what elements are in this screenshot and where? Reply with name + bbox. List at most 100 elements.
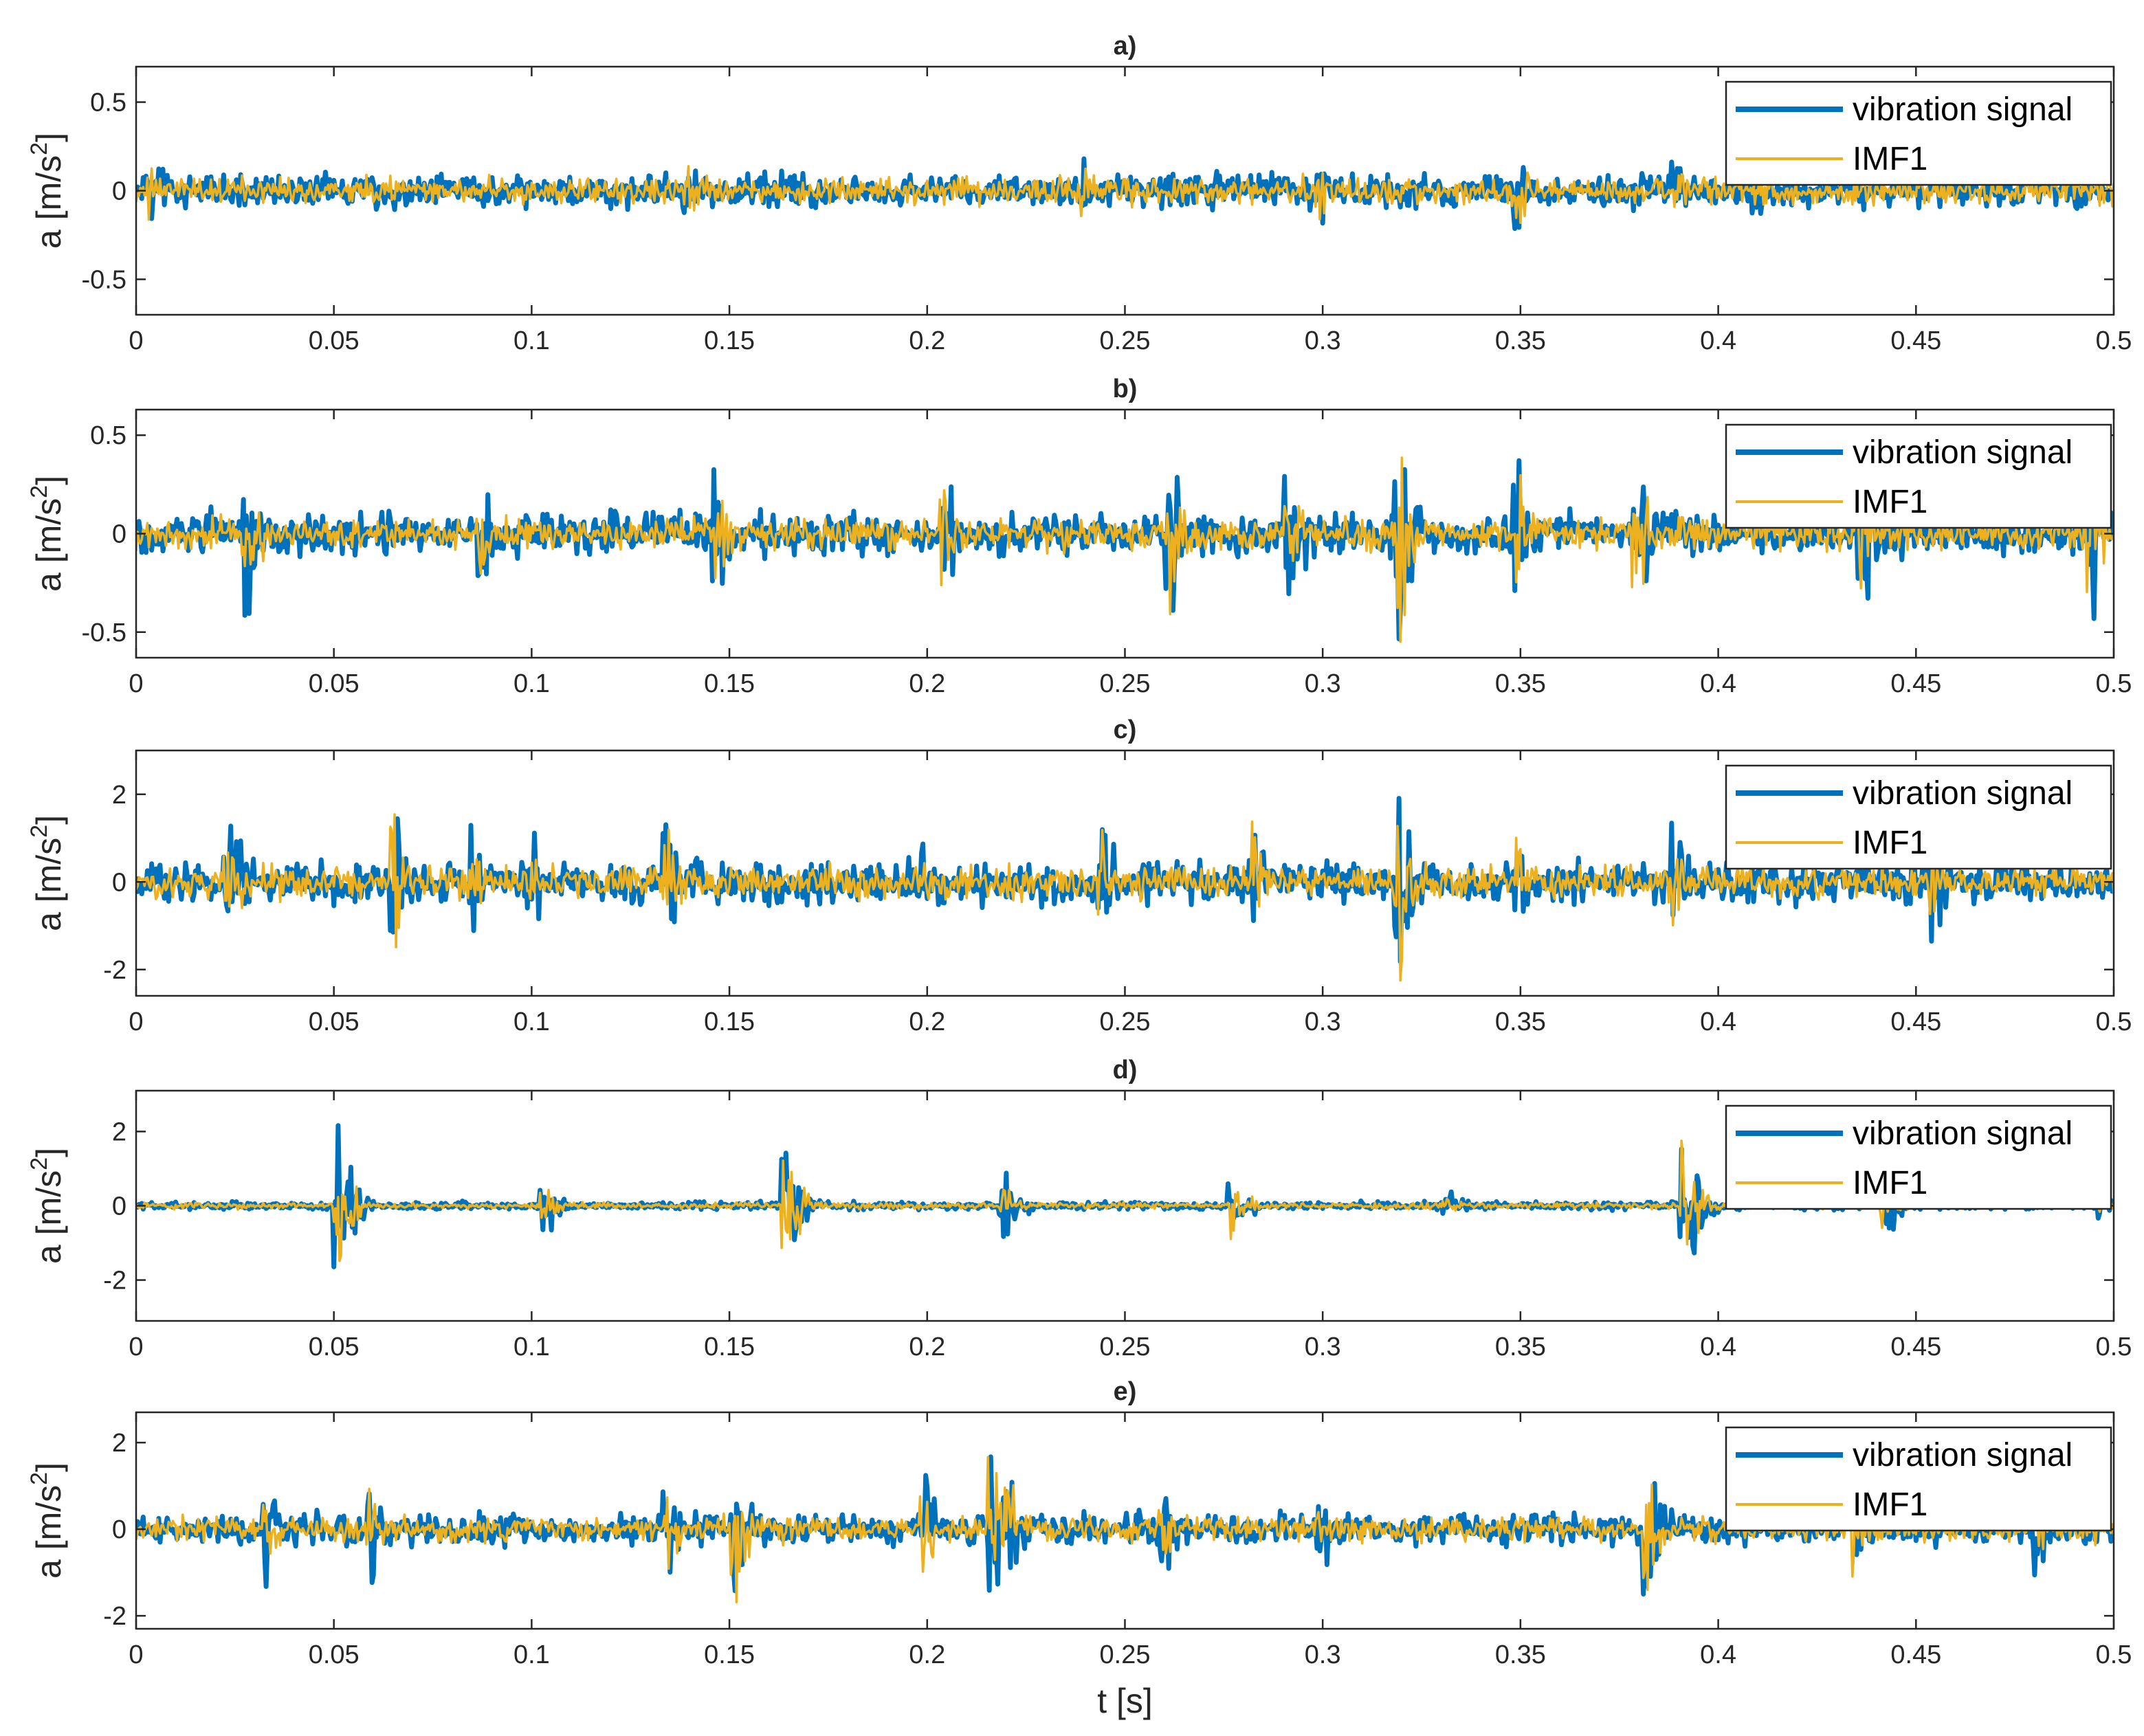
x-tick-label: 0.3 — [1305, 1640, 1341, 1669]
y-axis-label: a [m/s2] — [26, 133, 68, 249]
y-axis-label-tail: ] — [30, 815, 68, 825]
panel-a: a) 0 0.05 0.1 0.15 0.2 0.25 0.3 0.35 0.4 0.45 0.5 -0… — [26, 32, 2132, 355]
legend: vibration signal IMF1 — [1725, 1104, 2112, 1210]
y-axis-label-sup: 2 — [26, 142, 52, 155]
x-tick-label: 0.3 — [1305, 1333, 1341, 1361]
y-axis-label: a [m/s2] — [26, 476, 68, 592]
x-tick-label: 0.1 — [513, 669, 550, 698]
legend-box — [1725, 1104, 2112, 1210]
x-tick-label: 0.2 — [909, 1333, 945, 1361]
x-tick-label: 0.15 — [704, 1333, 755, 1361]
x-tick-label: 0.5 — [2096, 1640, 2132, 1669]
legend: vibration signal IMF1 — [1725, 423, 2112, 529]
y-tick-label: 2 — [112, 1429, 126, 1458]
x-tick-label: 0.3 — [1305, 326, 1341, 355]
x-tick-label: 0.2 — [909, 326, 945, 355]
legend-box — [1725, 1426, 2112, 1532]
x-tick-label: 0.4 — [1700, 669, 1736, 698]
x-tick-label: 0.05 — [309, 1008, 360, 1036]
y-axis-label-base: a [m/s — [30, 1485, 68, 1579]
y-tick-label: -2 — [103, 1602, 126, 1631]
x-tick-label: 0.25 — [1100, 1640, 1151, 1669]
legend-label: IMF1 — [1853, 1165, 1927, 1201]
x-tick-label: 0.35 — [1495, 669, 1546, 698]
x-tick-label: 0.1 — [513, 1008, 550, 1036]
x-tick-label: 0.5 — [2096, 1008, 2132, 1036]
y-axis-label-sup: 2 — [26, 1157, 52, 1170]
legend-label: IMF1 — [1853, 141, 1927, 177]
series-line-vibration-signal — [136, 438, 2114, 642]
panel-d: d) 0 0.05 0.1 0.15 0.2 0.25 0.3 0.35 0.4 0.45 0.5 -2… — [26, 1056, 2132, 1361]
legend-label: IMF1 — [1853, 825, 1927, 861]
y-axis-label-sup: 2 — [26, 1472, 52, 1485]
x-tick-label: 0 — [129, 669, 143, 698]
legend: vibration signal IMF1 — [1725, 80, 2112, 186]
y-axis-label-sup: 2 — [26, 485, 52, 498]
y-tick-label: 2 — [112, 781, 126, 810]
y-tick-label: -2 — [103, 956, 126, 985]
x-tick-label: 0.4 — [1700, 326, 1736, 355]
x-tick-label: 0.15 — [704, 1008, 755, 1036]
x-tick-label: 0.35 — [1495, 326, 1546, 355]
x-tick-label: 0.25 — [1100, 669, 1151, 698]
panel-title: d) — [1113, 1056, 1138, 1084]
x-tick-label: 0.15 — [704, 1640, 755, 1669]
x-tick-label: 0.05 — [309, 669, 360, 698]
x-tick-label: 0.3 — [1305, 669, 1341, 698]
x-tick-label: 0.25 — [1100, 326, 1151, 355]
x-tick-label: 0 — [129, 1333, 143, 1361]
y-axis-label-tail: ] — [30, 1148, 68, 1157]
x-tick-label: 0.5 — [2096, 669, 2132, 698]
panel-title: c) — [1114, 715, 1137, 744]
legend-box — [1725, 423, 2112, 529]
legend-box — [1725, 764, 2112, 870]
y-tick-label: -0.5 — [82, 265, 126, 294]
y-axis-label: a [m/s2] — [26, 1462, 68, 1579]
x-tick-label: 0.25 — [1100, 1333, 1151, 1361]
legend-label: vibration signal — [1853, 1115, 2073, 1152]
x-tick-label: 0.4 — [1700, 1640, 1736, 1669]
y-tick-label: 2 — [112, 1117, 126, 1146]
x-axis-label: t [s] — [1097, 1682, 1153, 1720]
x-tick-label: 0.2 — [909, 1640, 945, 1669]
x-tick-label: 0 — [129, 326, 143, 355]
legend-label: vibration signal — [1853, 775, 2073, 812]
x-tick-label: 0.05 — [309, 1640, 360, 1669]
y-axis-label-base: a [m/s — [30, 838, 68, 931]
x-tick-label: 0.45 — [1890, 1333, 1941, 1361]
legend-label: vibration signal — [1853, 91, 2073, 128]
x-tick-label: 0 — [129, 1008, 143, 1036]
x-tick-label: 0.35 — [1495, 1008, 1546, 1036]
x-tick-label: 0.45 — [1890, 1640, 1941, 1669]
y-tick-label: 0 — [112, 868, 126, 897]
y-axis-label-tail: ] — [30, 1462, 68, 1472]
x-tick-label: 0 — [129, 1640, 143, 1669]
legend-label: vibration signal — [1853, 1437, 2073, 1473]
y-axis-label-tail: ] — [30, 476, 68, 485]
x-tick-label: 0.25 — [1100, 1008, 1151, 1036]
panel-title: a) — [1114, 32, 1137, 60]
y-tick-label: -2 — [103, 1267, 126, 1295]
y-tick-label: 0 — [112, 520, 126, 549]
series-line-imf1 — [136, 165, 2114, 224]
panel-c: c) 0 0.05 0.1 0.15 0.2 0.25 0.3 0.35 0.4 0.45 0.5 -2… — [26, 715, 2132, 1036]
y-axis-label-base: a [m/s — [30, 155, 68, 249]
x-tick-label: 0.1 — [513, 1333, 550, 1361]
x-tick-label: 0.45 — [1890, 1008, 1941, 1036]
y-tick-label: 0 — [112, 1192, 126, 1221]
legend: vibration signal IMF1 — [1725, 764, 2112, 870]
y-tick-label: 0 — [112, 1515, 126, 1544]
x-tick-label: 0.45 — [1890, 669, 1941, 698]
x-tick-label: 0.05 — [309, 1333, 360, 1361]
x-tick-label: 0.1 — [513, 326, 550, 355]
y-axis-label: a [m/s2] — [26, 1148, 68, 1264]
legend-label: vibration signal — [1853, 434, 2073, 471]
y-tick-label: 0 — [112, 177, 126, 206]
x-tick-label: 0.3 — [1305, 1008, 1341, 1036]
y-axis-label-sup: 2 — [26, 825, 52, 838]
panel-title: b) — [1113, 375, 1138, 403]
legend: vibration signal IMF1 — [1725, 1426, 2112, 1532]
panel-e: e) 0 0.05 0.1 0.15 0.2 0.25 0.3 0.35 0.4 0.45 0.5 -2… — [26, 1377, 2132, 1720]
y-tick-label: 0.5 — [90, 421, 126, 450]
